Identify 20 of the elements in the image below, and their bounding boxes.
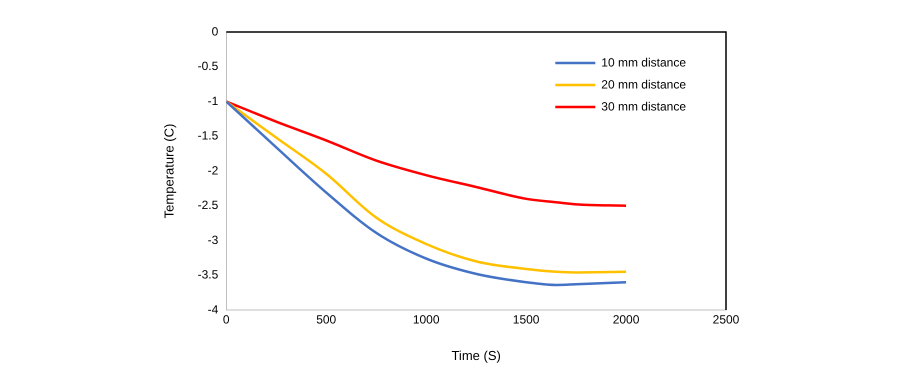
y-tick-label: 0 bbox=[212, 24, 219, 38]
legend-label: 30 mm distance bbox=[601, 99, 686, 114]
y-tick-label: -2.5 bbox=[198, 198, 219, 212]
y-tick-label: -2 bbox=[208, 163, 219, 178]
x-tick-label: 2000 bbox=[612, 312, 640, 327]
x-tick-label: 2500 bbox=[712, 312, 740, 327]
y-tick-label: -3.5 bbox=[198, 268, 219, 282]
x-tick-label: 1000 bbox=[412, 312, 440, 327]
y-axis-title: Temperature (C) bbox=[161, 124, 176, 218]
x-tick-label: 0 bbox=[222, 312, 230, 327]
y-tick-label: -4 bbox=[208, 302, 219, 316]
x-axis-title: Time (S) bbox=[451, 348, 501, 363]
legend-label: 20 mm distance bbox=[601, 77, 686, 92]
y-tick-label: -1.5 bbox=[198, 128, 219, 143]
y-tick-label: -3 bbox=[208, 232, 219, 247]
legend-label: 10 mm distance bbox=[601, 55, 686, 70]
y-tick-label: -0.5 bbox=[198, 59, 219, 74]
x-tick-label: 1500 bbox=[512, 312, 540, 327]
x-tick-label: 500 bbox=[316, 312, 337, 327]
y-tick-label: -1 bbox=[208, 94, 219, 108]
